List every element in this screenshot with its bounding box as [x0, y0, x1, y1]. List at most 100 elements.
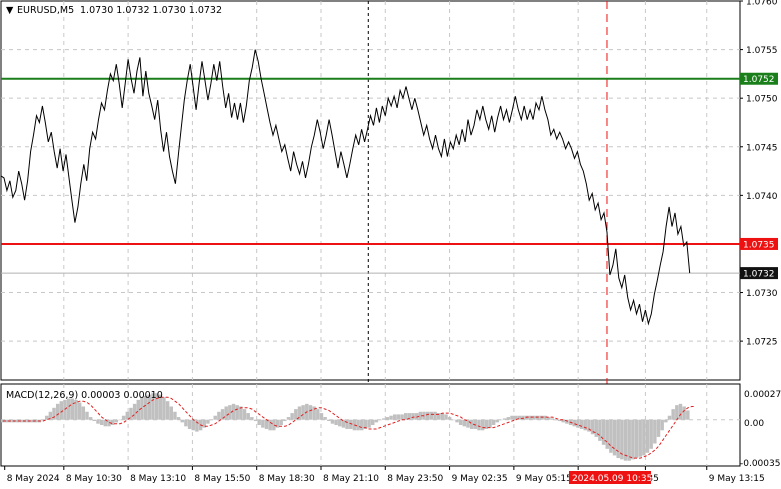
x-tick-label: 8 May 10:30 [66, 474, 122, 484]
y-tick-label: 1.0730 [746, 289, 778, 299]
macd-bar [433, 411, 437, 420]
macd-bar [576, 419, 580, 428]
symbol-dropdown-icon[interactable]: ▼ [6, 5, 14, 16]
price-series-line [1, 49, 691, 326]
macd-bar [308, 405, 313, 420]
macd-bar [638, 419, 642, 457]
resistance-level-tag [740, 72, 778, 85]
macd-bar [686, 410, 690, 420]
macd-bar [279, 419, 283, 425]
macd-bar [425, 411, 430, 420]
macd-bar [107, 419, 111, 427]
macd-bar [209, 419, 214, 421]
macd-bar [257, 419, 261, 425]
macd-bar [616, 419, 620, 459]
macd-bar [202, 419, 206, 428]
macd-bar [407, 413, 412, 420]
macd-bar [184, 419, 188, 427]
support-level-label: 1.0735 [743, 240, 775, 250]
macd-bar [506, 417, 511, 420]
macd-bar [367, 419, 371, 428]
macd-bar [213, 415, 217, 420]
macd-bar [488, 419, 492, 428]
macd-bar [469, 419, 474, 429]
macd-bar [557, 419, 562, 422]
macd-bar [319, 413, 324, 420]
macd-tick-top: 0.00027 [744, 390, 781, 400]
macd-bar [631, 419, 635, 460]
macd-bar [649, 419, 653, 449]
macd-bar [371, 419, 375, 425]
macd-bar [396, 414, 401, 420]
macd-bar [59, 401, 64, 420]
macd-bar [623, 419, 628, 461]
macd-bar [645, 419, 650, 453]
macd-bar [528, 415, 533, 420]
ohlc-readout: 1.0730 1.0732 1.0730 1.0732 [80, 5, 222, 16]
macd-bar [228, 405, 232, 420]
macd-bar [154, 393, 159, 420]
macd-bar [484, 419, 489, 429]
macd-bar [360, 419, 364, 431]
macd-bar [110, 419, 115, 425]
macd-bar [195, 419, 199, 432]
price-levels [1, 77, 740, 274]
macd-bar [261, 419, 265, 428]
macd-bar [334, 419, 338, 425]
macd-bar [253, 419, 258, 422]
macd-bar [451, 419, 456, 421]
macd-bar [671, 409, 675, 420]
macd-bar [440, 413, 445, 420]
macd-bar [19, 419, 23, 423]
macd-bar [583, 419, 587, 431]
event-tag-background [568, 471, 651, 484]
macd-bar [191, 419, 195, 431]
x-tick-label: 8 May 21:10 [323, 474, 379, 484]
macd-bar [385, 417, 390, 420]
macd-bar [268, 419, 272, 431]
macd-bar [187, 419, 192, 429]
macd-bar [565, 419, 569, 424]
macd-bar [55, 403, 60, 420]
macd-bar [162, 397, 166, 420]
x-tick-label: 8 May 18:30 [259, 474, 315, 484]
macd-bar [220, 409, 225, 420]
macd-histogram [1, 393, 690, 461]
macd-bar [345, 419, 349, 429]
macd-bar [510, 415, 514, 420]
macd-bar [30, 419, 34, 423]
price-axis: 1.07251.07301.07351.07401.07451.07501.07… [740, 0, 778, 348]
macd-bar [572, 419, 576, 427]
macd-bar [239, 406, 243, 420]
macd-bar [1, 419, 5, 423]
x-tick-label: 8 May 13:10 [130, 474, 186, 484]
macd-bar [374, 419, 379, 423]
macd-bar [81, 406, 86, 420]
macd-bar [594, 419, 598, 437]
macd-bar [66, 398, 71, 420]
price-level-tags: 1.0752 1.0735 1.0732 [740, 72, 778, 280]
macd-bar [327, 419, 331, 422]
macd-bar [466, 419, 470, 428]
macd-bar [173, 411, 177, 420]
macd-bar [143, 395, 148, 420]
macd-bar [323, 417, 327, 420]
macd-bar [627, 419, 631, 461]
macd-bar [132, 403, 137, 420]
y-tick-label: 1.0725 [746, 338, 778, 348]
macd-bar [85, 411, 89, 420]
macd-bar [495, 419, 500, 423]
macd-bar [330, 419, 335, 424]
macd-bar [660, 419, 664, 431]
macd-bar [77, 402, 82, 420]
macd-bar [147, 394, 152, 420]
main-price-panel[interactable] [0, 0, 741, 381]
macd-bar [165, 401, 170, 420]
macd-bar [70, 398, 75, 420]
macd-bar [550, 418, 554, 420]
y-tick-label: 1.0745 [746, 143, 778, 153]
event-time-tag: 2024.05.09 10:35 [568, 471, 652, 484]
macd-bar [634, 419, 639, 459]
macd-bar [411, 413, 415, 420]
